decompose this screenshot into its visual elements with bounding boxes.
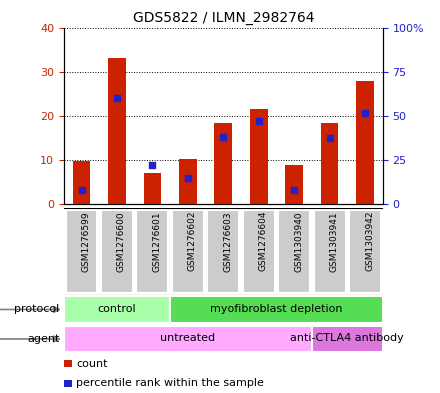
Bar [73,161,90,204]
Text: untreated: untreated [160,333,216,343]
Point [184,174,191,181]
FancyBboxPatch shape [312,326,383,352]
FancyBboxPatch shape [66,210,98,293]
Text: percentile rank within the sample: percentile rank within the sample [76,378,264,388]
Bar [321,123,338,204]
Bar [356,81,374,204]
Point [362,110,369,116]
FancyBboxPatch shape [172,210,204,293]
Point [220,134,227,140]
FancyBboxPatch shape [349,210,381,293]
Bar [179,159,197,204]
FancyBboxPatch shape [170,296,383,323]
Text: GSM1276599: GSM1276599 [81,211,91,272]
FancyBboxPatch shape [278,210,310,293]
Bar [250,109,268,204]
Text: agent: agent [27,334,59,344]
Text: GSM1276601: GSM1276601 [152,211,161,272]
Bar [285,165,303,204]
Text: GSM1276603: GSM1276603 [223,211,232,272]
Bar [143,173,161,204]
Title: GDS5822 / ILMN_2982764: GDS5822 / ILMN_2982764 [132,11,314,25]
Point [255,118,262,124]
Bar [214,123,232,204]
Text: control: control [98,304,136,314]
FancyBboxPatch shape [64,326,312,352]
Point [78,187,85,193]
Text: GSM1303941: GSM1303941 [330,211,339,272]
Point [326,135,333,141]
Text: GSM1303942: GSM1303942 [365,211,374,272]
Text: anti-CTLA4 antibody: anti-CTLA4 antibody [290,333,404,343]
Point [291,187,298,193]
Text: GSM1276602: GSM1276602 [188,211,197,272]
Bar [108,59,126,204]
Text: GSM1276604: GSM1276604 [259,211,268,272]
FancyBboxPatch shape [101,210,133,293]
FancyBboxPatch shape [207,210,239,293]
Text: myofibroblast depletion: myofibroblast depletion [210,304,343,314]
FancyBboxPatch shape [136,210,169,293]
Point [149,162,156,168]
FancyBboxPatch shape [64,296,170,323]
Text: GSM1276600: GSM1276600 [117,211,126,272]
Text: GSM1303940: GSM1303940 [294,211,303,272]
Point [114,95,121,101]
FancyBboxPatch shape [314,210,345,293]
FancyBboxPatch shape [243,210,275,293]
Text: count: count [76,358,108,369]
Text: protocol: protocol [14,305,59,314]
